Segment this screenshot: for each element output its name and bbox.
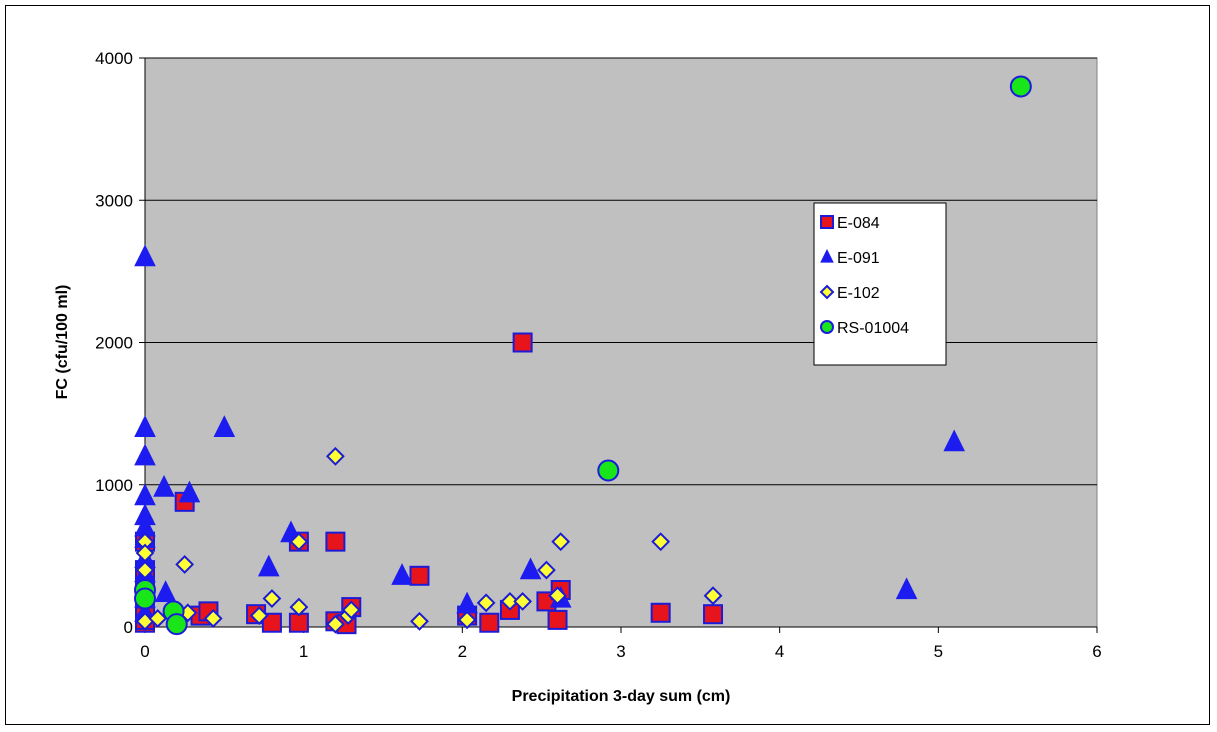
data-point-square [549,611,567,629]
y-tick-label: 3000 [95,191,133,210]
data-point-circle [598,461,618,481]
legend-marker-square [821,216,833,228]
y-tick-label: 4000 [95,49,133,68]
legend-label: E-084 [837,215,880,232]
data-point-square [326,533,344,551]
x-tick-label: 1 [299,642,308,661]
data-point-square [410,567,428,585]
legend: E-084 E-091 E-102 RS-01004 [814,203,946,365]
x-tick-label: 0 [140,642,149,661]
legend-marker-circle [821,321,833,333]
data-point-circle [1011,76,1031,96]
x-tick-label: 2 [458,642,467,661]
y-tick-label: 0 [124,618,133,637]
data-point-circle [135,589,155,609]
data-point-square [514,334,532,352]
data-point-square [652,604,670,622]
legend-label: E-091 [837,250,880,267]
data-point-circle [167,614,187,634]
x-tick-label: 6 [1092,642,1101,661]
x-tick-label: 5 [934,642,943,661]
y-axis-title: FC (cfu/100 ml) [54,285,71,400]
legend-label: RS-01004 [837,320,909,337]
data-point-square [480,614,498,632]
x-tick-label: 3 [616,642,625,661]
legend-label: E-102 [837,285,880,302]
data-point-square [704,605,722,623]
y-tick-label: 1000 [95,476,133,495]
x-axis-title: Precipitation 3-day sum (cm) [512,688,731,705]
x-tick-label: 4 [775,642,784,661]
y-tick-label: 2000 [95,334,133,353]
y-tick-labels: 0 1000 2000 3000 4000 [95,49,133,637]
x-tick-labels: 0 1 2 3 4 5 6 [140,642,1101,661]
